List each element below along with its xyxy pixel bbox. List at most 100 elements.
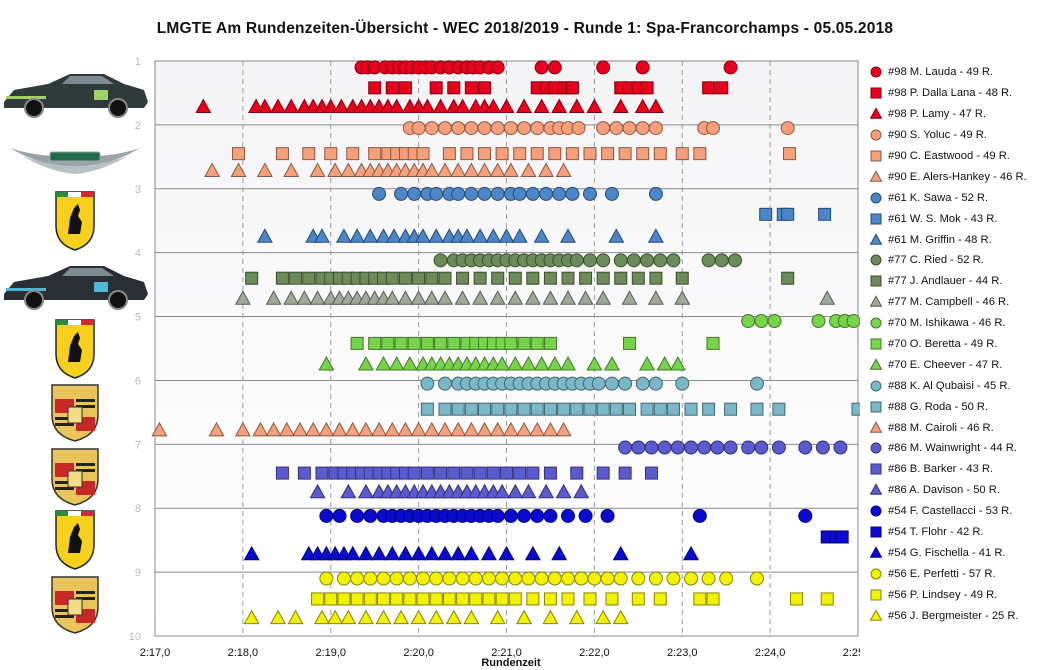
- data-point: [548, 147, 562, 161]
- data-point: [283, 162, 300, 177]
- data-point: [644, 466, 658, 480]
- data-point: [568, 609, 585, 625]
- data-point: [782, 147, 796, 161]
- data-point: [390, 592, 404, 606]
- data-point: [582, 186, 597, 201]
- data-point: [368, 81, 382, 95]
- data-point: [560, 356, 577, 371]
- data-point: [601, 147, 615, 161]
- data-point: [447, 466, 461, 480]
- x-tick-label: 2:18,0: [228, 647, 259, 659]
- data-point: [429, 186, 444, 201]
- data-point: [701, 571, 716, 586]
- data-point: [653, 592, 667, 606]
- ferrari-shield-icon: [0, 190, 150, 257]
- x-tick-label: 2:17,0: [140, 647, 171, 659]
- x-tick-label: 2:24,0: [755, 647, 786, 659]
- data-point: [555, 162, 572, 177]
- data-point: [648, 571, 663, 586]
- data-point: [542, 290, 559, 305]
- chart-title: LMGTE Am Rundenzeiten-Übersicht - WEC 20…: [156, 20, 894, 37]
- data-point: [574, 571, 589, 586]
- data-point: [322, 98, 339, 114]
- x-tick-label: 2:22,0: [579, 647, 610, 659]
- data-point: [318, 356, 335, 371]
- data-point: [477, 186, 492, 201]
- data-point: [455, 571, 470, 586]
- data-point: [398, 81, 412, 95]
- legend: #98 M. Lauda - 49 R. #98 P. Dalla Lana - …: [868, 62, 1050, 626]
- data-point: [397, 545, 414, 561]
- data-point: [283, 290, 300, 305]
- data-point: [265, 290, 282, 305]
- data-point: [781, 207, 795, 221]
- data-point: [675, 376, 690, 391]
- data-point: [596, 121, 611, 136]
- data-point: [750, 402, 764, 416]
- data-point: [612, 609, 629, 625]
- data-point: [349, 228, 366, 243]
- data-point: [491, 402, 505, 416]
- data-point: [670, 440, 685, 455]
- data-point: [530, 147, 544, 161]
- legend-item: #56 E. Perfetti - 57 R.: [868, 563, 1050, 584]
- data-point: [547, 571, 562, 586]
- data-point: [340, 609, 357, 625]
- legend-marker: [870, 129, 882, 141]
- data-point: [502, 162, 519, 177]
- data-point: [521, 571, 536, 586]
- data-point: [478, 81, 492, 95]
- data-point: [626, 253, 641, 268]
- data-point: [428, 228, 445, 243]
- data-point: [464, 81, 478, 95]
- legend-label: #70 O. Beretta - 49 R.: [888, 338, 998, 351]
- series-25: [319, 571, 764, 586]
- data-point: [508, 271, 522, 285]
- data-point: [256, 98, 273, 114]
- data-point: [561, 271, 575, 285]
- aston-martin-race-car-icon: [0, 62, 150, 129]
- data-point: [490, 121, 505, 136]
- data-point: [754, 440, 769, 455]
- legend-label: #61 M. Griffin - 48 R.: [888, 233, 992, 246]
- y-tick-label: 6: [135, 375, 141, 387]
- data-point: [639, 356, 656, 371]
- data-point: [432, 98, 449, 114]
- legend-marker: [870, 442, 882, 454]
- data-point: [302, 147, 316, 161]
- data-point: [503, 121, 518, 136]
- data-point: [397, 290, 414, 305]
- series-18: [151, 421, 572, 437]
- data-point: [332, 508, 347, 523]
- legend-label: #86 B. Barker - 43 R.: [888, 463, 994, 476]
- data-point: [434, 466, 448, 480]
- data-point: [604, 186, 619, 201]
- data-point: [436, 290, 453, 305]
- data-point: [608, 228, 625, 243]
- porsche-crest-icon: [0, 381, 150, 448]
- x-tick-label: 2:23,0: [667, 647, 698, 659]
- data-point: [434, 336, 448, 350]
- data-point: [595, 609, 612, 625]
- legend-label: #90 E. Alers-Hankey - 46 R.: [888, 170, 1027, 183]
- data-point: [622, 121, 637, 136]
- data-point: [410, 609, 427, 625]
- data-point: [526, 271, 540, 285]
- data-point: [504, 402, 518, 416]
- data-point: [596, 60, 611, 75]
- data-point: [570, 402, 584, 416]
- legend-item: #77 J. Andlauer - 44 R.: [868, 271, 1050, 292]
- data-point: [385, 81, 399, 95]
- data-point: [402, 571, 417, 586]
- data-point: [710, 440, 725, 455]
- data-point: [372, 186, 387, 201]
- data-point: [507, 483, 524, 499]
- x-tick-label: 2:20,0: [403, 647, 434, 659]
- data-point: [412, 271, 426, 285]
- legend-marker: [869, 295, 883, 308]
- series-17: [420, 402, 860, 416]
- data-point: [631, 440, 646, 455]
- legend-marker: [869, 358, 883, 370]
- data-point: [442, 571, 457, 586]
- data-point: [582, 253, 597, 268]
